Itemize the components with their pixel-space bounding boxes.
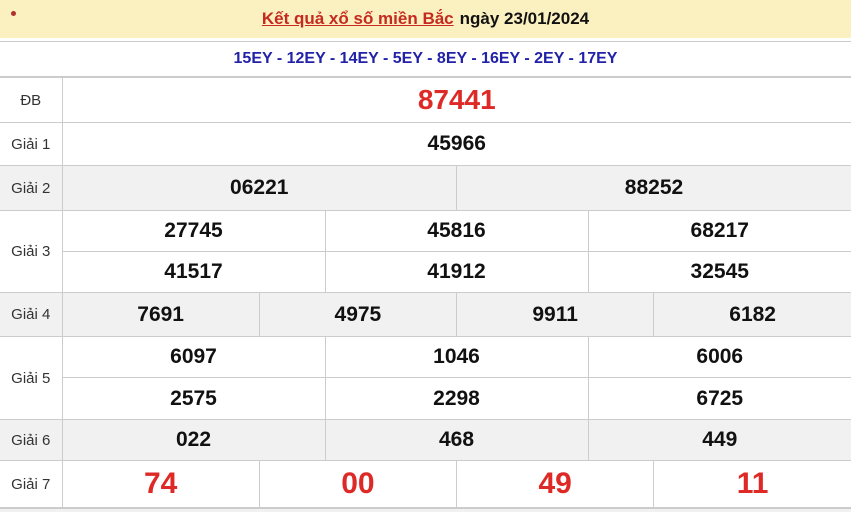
prize-label-g1: Giải 1	[0, 122, 63, 166]
prize-row-g5a: Giải 5 6097 1046 6006	[0, 336, 851, 420]
prize-label-g6: Giải 6	[0, 419, 63, 461]
prize-value: 6097	[61, 336, 326, 378]
prize-row-g3b: 41517 41912 32545	[0, 251, 851, 293]
prize-value: 6182	[653, 292, 851, 337]
prize-label-g5: Giải 5	[0, 336, 63, 420]
prize-value: 68217	[587, 210, 851, 252]
ey-links[interactable]: 15EY - 12EY - 14EY - 5EY - 8EY - 16EY - …	[233, 50, 618, 67]
prize-value: 88252	[456, 165, 851, 211]
title-link[interactable]: Kết quả xổ số miền Bắc	[261, 9, 454, 28]
prize-row-g5b: 2575 2298 6725	[0, 377, 851, 420]
prize-value: 2298	[324, 377, 589, 420]
prize-row-db: ĐB 87441	[0, 77, 851, 123]
prize-row-g1: Giải 1 45966	[0, 122, 851, 166]
prize-row-g4: Giải 4 7691 4975 9911 6182	[0, 292, 851, 337]
prize-value: 45966	[61, 122, 851, 166]
prize-value: 2575	[62, 377, 326, 420]
results-table: ĐB 87441 Giải 1 45966 Giải 2 06221 88252…	[0, 77, 851, 508]
prize-value: 1046	[324, 336, 589, 378]
prize-value-g7: 49	[455, 460, 655, 508]
prize-value: 41517	[62, 251, 326, 293]
ey-links-row: 15EY - 12EY - 14EY - 5EY - 8EY - 16EY - …	[0, 41, 851, 77]
prize-value-g7: 00	[258, 460, 458, 508]
prize-value: 7691	[61, 292, 260, 337]
prize-value: 41912	[324, 251, 589, 293]
prize-value: 6725	[587, 377, 851, 420]
prize-value-g7: 11	[653, 460, 851, 508]
next-row-peek	[0, 508, 851, 512]
title-date: ngày 23/01/2024	[459, 9, 590, 28]
prize-value-g7: 74	[61, 460, 260, 508]
prize-label-g7: Giải 7	[0, 460, 63, 508]
prize-label-g3: Giải 3	[0, 210, 63, 293]
page-title: Kết quả xổ số miền Bắc ngày 23/01/2024	[262, 9, 589, 29]
prize-value-db: 87441	[61, 77, 851, 123]
prize-value: 27745	[61, 210, 326, 252]
prize-value: 022	[61, 419, 326, 461]
prize-label-db: ĐB	[0, 77, 63, 123]
prize-value: 468	[324, 419, 589, 461]
prize-row-g7: Giải 7 74 00 49 11	[0, 460, 851, 508]
prize-label-g4: Giải 4	[0, 292, 63, 337]
prize-value: 06221	[61, 165, 457, 211]
prize-value: 32545	[587, 251, 851, 293]
prize-value: 45816	[324, 210, 589, 252]
prize-row-g3a: Giải 3 27745 45816 68217	[0, 210, 851, 293]
red-dot-icon	[11, 11, 16, 16]
prize-value: 449	[587, 419, 851, 461]
prize-value: 9911	[455, 292, 655, 337]
prize-row-g6: Giải 6 022 468 449	[0, 419, 851, 461]
prize-row-g2: Giải 2 06221 88252	[0, 165, 851, 211]
prize-value: 4975	[258, 292, 458, 337]
prize-label-g2: Giải 2	[0, 165, 63, 211]
prize-value: 6006	[587, 336, 851, 378]
page-header: Kết quả xổ số miền Bắc ngày 23/01/2024	[0, 0, 851, 38]
